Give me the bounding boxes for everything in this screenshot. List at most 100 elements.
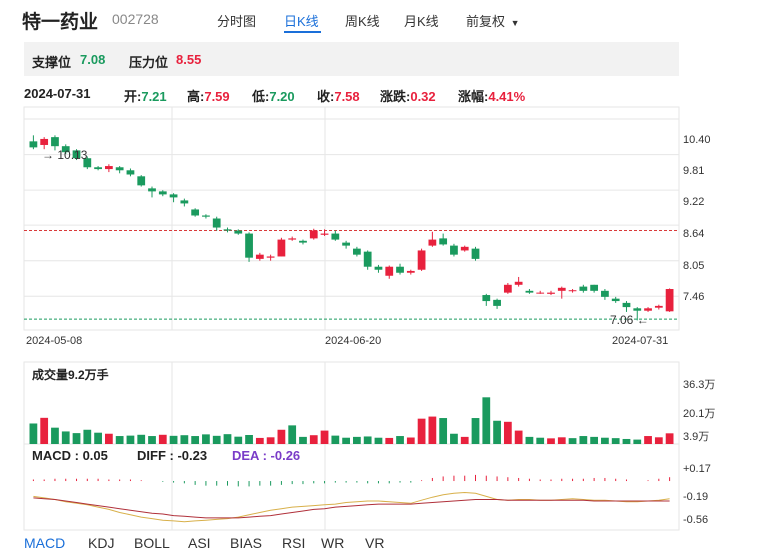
volume-bar [234, 436, 243, 444]
indicator-tab-wr[interactable]: WR [321, 535, 345, 551]
candle-body [396, 266, 404, 273]
candle-body [299, 240, 307, 243]
indicator-tab-vr[interactable]: VR [365, 535, 385, 551]
price-panel-frame [23, 106, 680, 331]
candle-body [126, 170, 135, 175]
macd-value: 0.05 [82, 448, 108, 463]
candle-body [83, 158, 92, 168]
indicator-tab-boll[interactable]: BOLL [134, 535, 170, 551]
volume-bar [579, 436, 588, 444]
candle-body [320, 233, 329, 235]
change-label: 涨跌: [380, 89, 411, 104]
stock-name: 特一药业 [22, 12, 99, 33]
volume-bar [460, 436, 469, 444]
volume-bar [202, 434, 210, 444]
date-tick: 2024-06-20 [325, 335, 382, 347]
volume-bar [568, 438, 577, 444]
indicator-tab-bias[interactable]: BIAS [230, 535, 262, 551]
max-price-label: 10.13 [57, 148, 88, 162]
candle-body [525, 290, 534, 293]
candle-body [493, 299, 501, 306]
macd-field: MACD : 0.05 [32, 448, 108, 463]
low-label: 低: [252, 89, 270, 104]
candle-body [245, 233, 253, 258]
volume-panel-frame [23, 361, 680, 445]
close-field: 收:7.58 [317, 86, 360, 105]
volume-bar [320, 430, 329, 444]
candle-body [374, 266, 383, 270]
volume-bar [514, 430, 523, 444]
candle-body [342, 242, 350, 246]
volume-tick: 36.3万 [683, 379, 716, 391]
candle-body [633, 308, 642, 311]
dea-field: DEA : -0.26 [232, 448, 300, 463]
open-field: 开:7.21 [124, 86, 167, 105]
candle-body [417, 250, 426, 270]
volume-bar [374, 437, 383, 444]
candle-body [40, 138, 49, 145]
indicator-tab-kdj[interactable]: KDJ [88, 535, 115, 551]
candle-body [266, 256, 275, 258]
candle-body [180, 200, 189, 204]
volume-bar [331, 435, 340, 444]
volume-bar [309, 435, 318, 444]
price-tick: 9.22 [683, 196, 705, 208]
change-field: 涨跌:0.32 [380, 86, 436, 105]
indicator-tab-macd[interactable]: MACD [24, 535, 66, 551]
volume-bar [525, 436, 534, 444]
volume-bar [547, 438, 555, 444]
arrow-left-icon: ← [636, 313, 649, 327]
tab-daily-kline[interactable]: 日K线 [284, 14, 319, 29]
volume-bar [654, 437, 663, 444]
pct-value: 4.41% [488, 89, 526, 104]
volume-bar [266, 437, 275, 444]
tab-weekly-kline[interactable]: 周K线 [345, 14, 380, 29]
candle-body [331, 233, 340, 240]
macd-tick: +0.17 [683, 463, 711, 475]
volume-bar [428, 416, 437, 444]
tab-intraday[interactable]: 分时图 [217, 14, 257, 29]
tab-monthly-kline[interactable]: 月K线 [404, 14, 439, 29]
pct-label: 涨幅: [458, 89, 489, 104]
volume-bar [482, 397, 491, 444]
candle-body [601, 290, 609, 297]
candle-body [439, 238, 448, 245]
candle-body [202, 215, 210, 217]
candle-body [137, 176, 146, 186]
volume-bar [61, 431, 70, 444]
indicator-tab-asi[interactable]: ASI [188, 535, 211, 551]
volume-bar [406, 437, 415, 444]
indicator-tab-rsi[interactable]: RSI [282, 535, 306, 551]
volume-bar [51, 427, 59, 444]
candle-body [223, 229, 232, 231]
ohlc-date: 2024-07-31 [24, 86, 91, 101]
levels-bar: 支撑位 7.08 压力位 8.55 [24, 42, 679, 76]
volume-bar [396, 436, 404, 444]
dea-line [33, 497, 670, 519]
candle-body [158, 191, 167, 195]
candle-body [94, 167, 102, 170]
volume-bar [633, 439, 642, 444]
macd-tick: -0.19 [683, 491, 709, 503]
adjust-dropdown[interactable]: 前复权 ▼ [466, 11, 520, 30]
date-tick: 2024-07-31 [612, 335, 669, 347]
volume-title: 成交量9.2万手 [32, 368, 109, 382]
volume-bar [94, 432, 102, 444]
volume-bar [299, 436, 307, 444]
candle-body [536, 292, 545, 294]
support-label: 支撑位 [32, 55, 72, 70]
volume-bar [665, 433, 674, 444]
candle-body [29, 141, 38, 148]
volume-tick: 3.9万 [683, 431, 710, 443]
volume-bar [40, 417, 49, 444]
volume-bar [126, 435, 135, 444]
candle-body [191, 209, 200, 216]
volume-bar [83, 429, 92, 444]
volume-bar [601, 437, 609, 444]
dea-label: DEA : [232, 448, 267, 463]
candle-body [665, 289, 674, 312]
dea-value: -0.26 [270, 448, 301, 463]
price-tick: 7.46 [683, 291, 705, 303]
volume-bar [557, 437, 566, 444]
